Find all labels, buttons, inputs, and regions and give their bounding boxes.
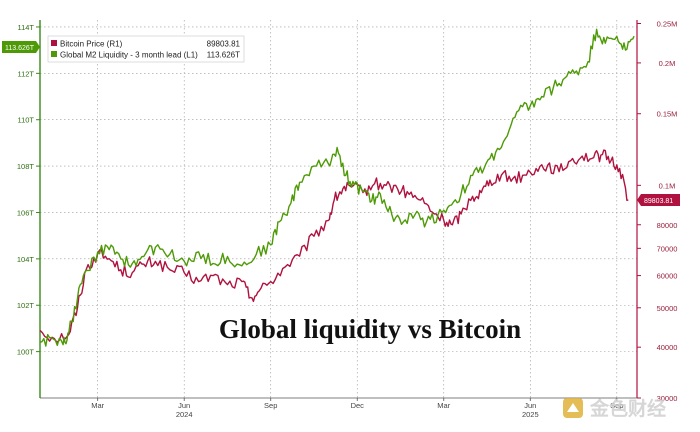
x-tick-label: Sep (264, 401, 277, 410)
x-tick-label: Dec (351, 401, 365, 410)
left-tick-label: 102T (17, 301, 35, 310)
chart-title: Global liquidity vs Bitcoin (219, 314, 521, 344)
watermark-logo-mark (567, 403, 579, 412)
right-tick-label: 0.2M (659, 59, 676, 68)
left-tick-label: 108T (17, 162, 35, 171)
legend-label-m2: Global M2 Liquidity - 3 month lead (L1) (60, 51, 198, 60)
x-tick-label: Mar (437, 401, 450, 410)
series-layer (39, 28, 635, 347)
x-tick-label: Jun (178, 401, 190, 410)
right-tick-label: 0.15M (657, 110, 678, 119)
legend-value-m2: 113.626T (207, 51, 240, 60)
legend-swatch-m2 (51, 51, 57, 57)
flag-bitcoin-shape (637, 194, 680, 206)
x-tick-year-label: 2025 (522, 410, 539, 419)
last-value-flag-m2: 113.626T (2, 41, 40, 53)
flag-bitcoin-text: 89803.81 (644, 198, 673, 205)
x-tick-year-label: 2024 (176, 410, 193, 419)
left-tick-label: 104T (17, 255, 35, 264)
right-tick-label: 60000 (657, 272, 678, 281)
left-tick-label: 110T (17, 116, 34, 125)
x-tick-label: Mar (91, 401, 104, 410)
right-tick-label: 70000 (657, 244, 678, 253)
flag-m2-text: 113.626T (5, 45, 35, 52)
legend-swatch-bitcoin (51, 40, 57, 46)
legend-box (47, 35, 245, 63)
x-tick-label: Jun (524, 401, 536, 410)
watermark: 金色财经 (563, 397, 666, 420)
grid-layer (40, 20, 637, 398)
right-tick-label: 80000 (657, 221, 678, 230)
last-value-flag-bitcoin: 89803.81 (637, 194, 680, 206)
axis-layer (39, 20, 638, 399)
watermark-text: 金色财经 (589, 397, 666, 420)
x-tick-label: Sep (610, 401, 623, 410)
left-tick-label: 106T (17, 208, 35, 217)
legend-label-bitcoin: Bitcoin Price (R1) (60, 40, 123, 49)
right-tick-label: 40000 (657, 343, 678, 352)
left-tick-label: 100T (17, 348, 35, 357)
right-tick-label: 0.25M (657, 19, 678, 28)
right-tick-label: 0.1M (659, 181, 676, 190)
right-tick-label: 50000 (657, 304, 678, 313)
legend: Bitcoin Price (R1) 89803.81 Global M2 Li… (47, 35, 245, 63)
left-tick-label: 114T (17, 23, 34, 32)
legend-value-bitcoin: 89803.81 (207, 40, 241, 49)
series-line-global-m2 (39, 28, 635, 347)
left-tick-label: 112T (17, 69, 34, 78)
flag-m2-shape (2, 41, 40, 53)
tick-layer: 100T 102T 104T 106T 108T 110T 112T 114T 30000 400… (17, 19, 678, 419)
right-tick-label: 30000 (657, 394, 678, 403)
